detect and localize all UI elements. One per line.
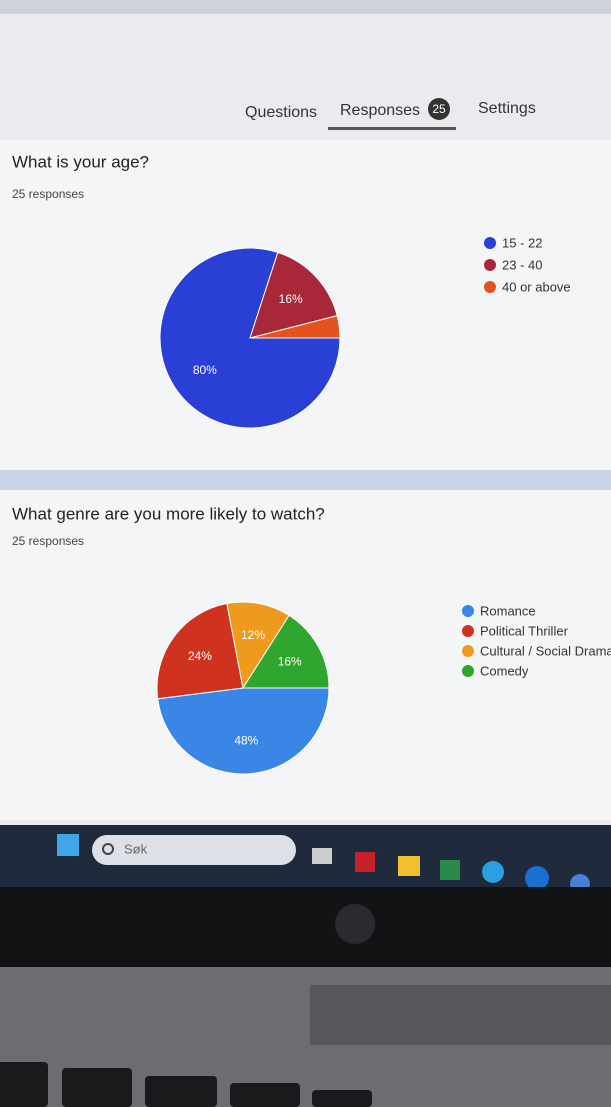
taskbar-icon[interactable] [482,861,504,883]
pie-slice [226,601,290,690]
key [62,1068,132,1107]
speaker-grille [310,985,611,1045]
legend-swatch [462,665,474,677]
badge [428,98,450,120]
slice-label: 16% [279,292,303,306]
legend-swatch [462,645,474,657]
card-divider [0,470,611,490]
tab[interactable]: Questions [245,104,317,121]
pie-slice [156,602,244,700]
tab[interactable]: Responses [340,102,420,119]
active-tab-indicator [328,127,456,130]
legend-label: 40 or above [502,279,571,294]
legend-label: 15 - 22 [502,235,542,250]
legend-label: Comedy [480,663,529,678]
taskbar-icon[interactable] [525,866,549,890]
start-button[interactable] [57,834,79,856]
slice-label: 12% [241,628,265,642]
tab[interactable]: Settings [478,100,536,117]
response-count: 25 responses [12,534,84,548]
laptop-logo [335,904,375,944]
response-count-badge: 25 [432,102,446,116]
search-icon [102,843,114,855]
pie-slice [249,315,341,339]
key [312,1090,372,1107]
laptop-bezel [0,887,611,967]
search-box[interactable] [92,835,296,865]
legend-label: Political Thriller [480,623,569,638]
taskbar-icon[interactable] [355,852,375,872]
legend-label: 23 - 40 [502,257,542,272]
slice-label: 24% [188,649,212,663]
response-count: 25 responses [12,187,84,201]
legend-swatch [462,605,474,617]
legend-swatch [462,625,474,637]
question-title: What genre are you more likely to watch? [12,504,325,523]
pie-slice [249,251,338,339]
legend-swatch [484,237,496,249]
key [230,1083,300,1107]
legend-swatch [484,259,496,271]
slice-label: 80% [193,363,217,377]
taskbar-icon[interactable] [312,848,332,864]
slice-label: 48% [234,733,258,747]
taskbar [0,825,611,887]
question-title: What is your age? [12,152,149,171]
key [145,1076,217,1107]
slice-label: 16% [278,654,302,668]
legend-label: Romance [480,603,536,618]
search-placeholder: Søk [124,841,148,856]
legend-label: Cultural / Social Drama [480,643,611,658]
taskbar-icon[interactable] [440,860,460,880]
pie-slice [157,687,330,775]
address-bar [0,0,611,14]
pie-slice [242,614,330,689]
key [0,1062,48,1107]
taskbar-icon[interactable] [398,856,420,876]
legend-swatch [484,281,496,293]
